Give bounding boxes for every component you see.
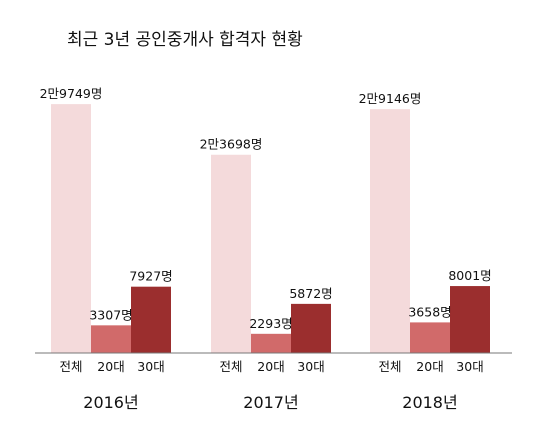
- data-labels-layer: 2만9749명 3307명 7927명 2만3698명 2293명 5872명 2만9146…: [40, 86, 492, 331]
- category-label-2017년-20대: 20대: [257, 359, 284, 374]
- data-label-2018년-30대: 8001명: [448, 268, 491, 283]
- chart-title: 최근 3년 공인중개사 합격자 현황: [67, 30, 303, 50]
- group-label-2016년: 2016년: [83, 393, 138, 412]
- bar-2018년-30대: [450, 286, 490, 353]
- bar-2017년-전체: [211, 154, 251, 353]
- category-labels-layer: 전체 20대 30대 2016년 전체 20대 30대 2017년 전체 20대 30대 2018년: [59, 359, 483, 412]
- bar-2017년-20대: [251, 333, 291, 353]
- category-label-2017년-30대: 30대: [297, 359, 324, 374]
- bar-2016년-30대: [131, 286, 171, 353]
- data-label-2017년-전체: 2만3698명: [200, 137, 263, 152]
- category-label-2016년-전체: 전체: [59, 359, 82, 374]
- bar-2018년-전체: [370, 109, 410, 353]
- data-label-2017년-20대: 2293명: [249, 316, 292, 331]
- data-label-2017년-30대: 5872명: [289, 286, 332, 301]
- group-label-2017년: 2017년: [243, 393, 298, 412]
- bar-2016년-전체: [51, 104, 91, 353]
- category-label-2016년-30대: 30대: [137, 359, 164, 374]
- data-label-2016년-전체: 2만9749명: [40, 86, 103, 101]
- data-label-2016년-20대: 3307명: [89, 307, 132, 322]
- bars-layer: [51, 104, 490, 353]
- data-label-2018년-전체: 2만9146명: [359, 91, 422, 106]
- category-label-2018년-20대: 20대: [416, 359, 443, 374]
- category-label-2018년-30대: 30대: [456, 359, 483, 374]
- bar-2017년-30대: [291, 303, 331, 353]
- bar-2016년-20대: [91, 325, 131, 353]
- category-label-2018년-전체: 전체: [378, 359, 401, 374]
- category-label-2017년-전체: 전체: [219, 359, 242, 374]
- data-label-2016년-30대: 7927명: [129, 269, 172, 284]
- category-label-2016년-20대: 20대: [97, 359, 124, 374]
- group-label-2018년: 2018년: [402, 393, 457, 412]
- bar-2018년-20대: [410, 322, 450, 353]
- data-label-2018년-20대: 3658명: [408, 304, 451, 319]
